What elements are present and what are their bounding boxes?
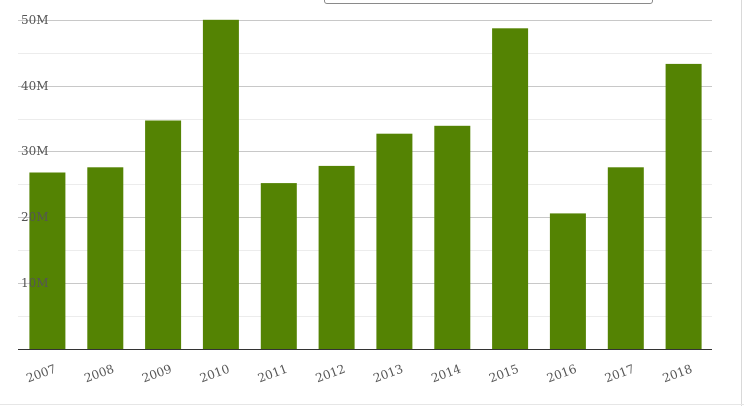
bar-2015[interactable] bbox=[492, 28, 529, 350]
bar-2008[interactable] bbox=[87, 167, 124, 349]
bar-2012[interactable] bbox=[318, 165, 355, 349]
top-dropdown-control[interactable] bbox=[324, 0, 653, 4]
y-axis-ticks: 10M 20M 30M 40M 50M bbox=[21, 13, 49, 290]
x-tick-label: 2017 bbox=[603, 362, 636, 386]
x-axis-ticks: 2007 2008 2009 2010 2011 2012 2013 2014 2015 2016… bbox=[24, 362, 694, 386]
x-tick-label: 2015 bbox=[487, 362, 520, 386]
x-tick-label: 2010 bbox=[198, 362, 231, 386]
panel-right-border bbox=[741, 0, 742, 406]
x-tick-label: 2012 bbox=[314, 362, 347, 386]
bar-2009[interactable] bbox=[145, 120, 182, 350]
y-tick-label: 30M bbox=[21, 144, 49, 158]
bar-2014[interactable] bbox=[434, 125, 471, 349]
x-tick-label: 2011 bbox=[256, 362, 289, 386]
x-tick-label: 2007 bbox=[24, 362, 57, 386]
grid-lines bbox=[18, 20, 712, 317]
bar-2010[interactable] bbox=[202, 19, 239, 350]
x-tick-label: 2016 bbox=[545, 362, 578, 386]
x-tick-label: 2009 bbox=[140, 362, 173, 386]
y-tick-label: 40M bbox=[21, 79, 49, 93]
x-tick-label: 2008 bbox=[82, 362, 115, 386]
bar-2011[interactable] bbox=[260, 183, 297, 349]
y-tick-label: 20M bbox=[21, 210, 49, 224]
bars bbox=[29, 19, 702, 350]
y-tick-label: 10M bbox=[21, 276, 49, 290]
x-tick-label: 2014 bbox=[429, 362, 463, 386]
y-tick-label: 50M bbox=[21, 13, 49, 27]
x-tick-label: 2018 bbox=[661, 362, 694, 386]
bar-2016[interactable] bbox=[549, 213, 586, 349]
bar-2018[interactable] bbox=[665, 63, 702, 350]
bar-2013[interactable] bbox=[376, 133, 413, 349]
bar-2017[interactable] bbox=[607, 167, 644, 349]
panel-bottom-border bbox=[0, 404, 744, 405]
bar-2007[interactable] bbox=[29, 172, 66, 350]
x-tick-label: 2013 bbox=[371, 362, 404, 386]
